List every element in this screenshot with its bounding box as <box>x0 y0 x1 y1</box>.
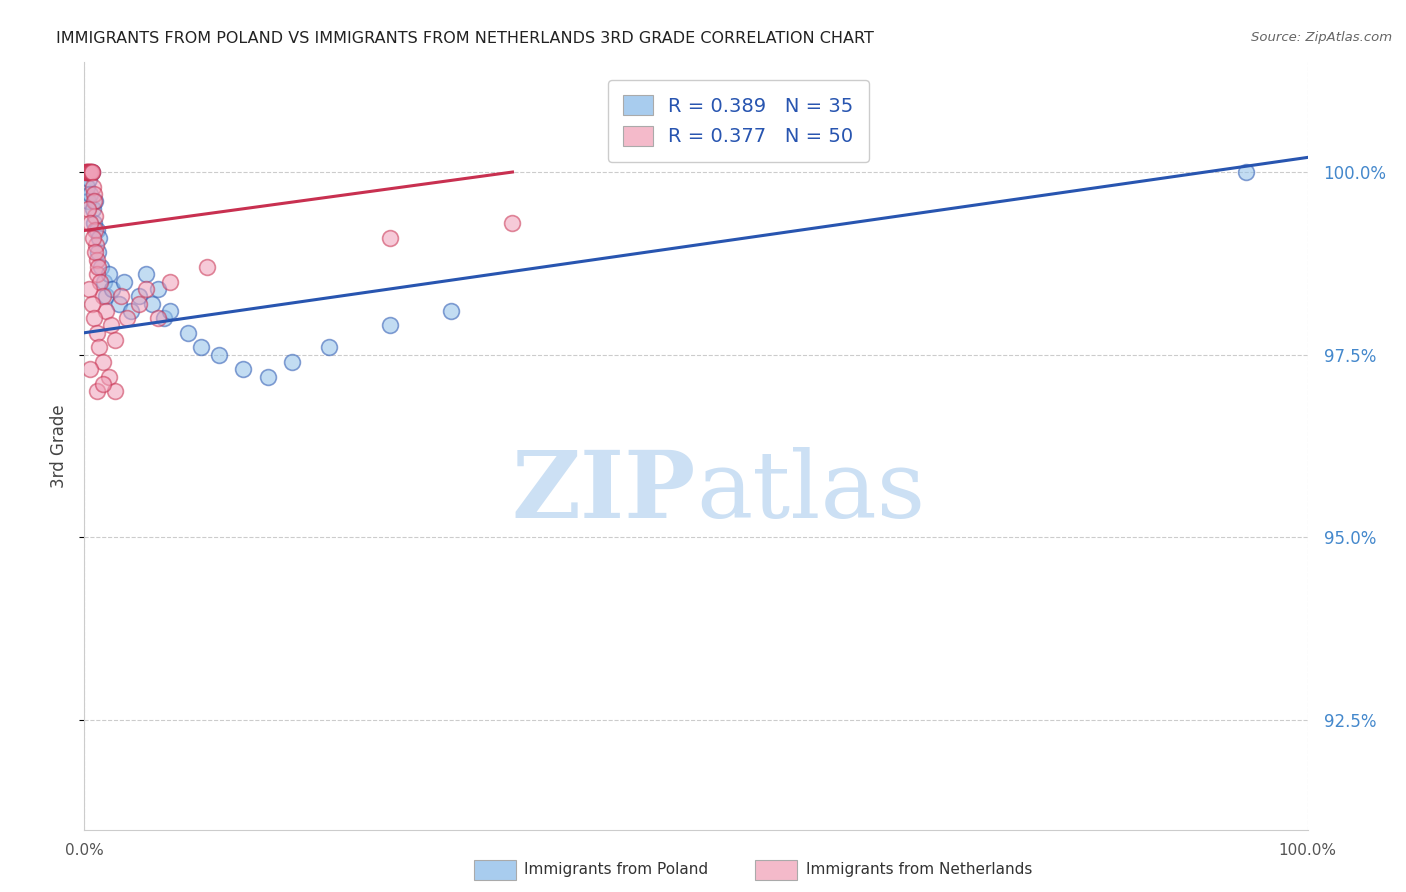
Point <box>318 340 340 354</box>
Point <box>82 231 104 245</box>
Text: Immigrants from Poland: Immigrants from Poland <box>524 863 709 877</box>
Point <box>232 362 254 376</box>
Point <box>86 384 108 399</box>
Point <box>208 348 231 362</box>
Text: Source: ZipAtlas.com: Source: ZipAtlas.com <box>1251 31 1392 45</box>
Point <box>97 268 120 282</box>
Point <box>146 311 169 326</box>
Point <box>87 231 110 245</box>
Point <box>153 311 176 326</box>
Point <box>107 296 129 310</box>
Point <box>380 318 402 333</box>
Point <box>77 165 100 179</box>
Point <box>84 194 107 209</box>
Point <box>89 275 111 289</box>
Point <box>76 179 98 194</box>
Point <box>86 326 108 340</box>
Point <box>84 245 107 260</box>
Point <box>83 209 105 223</box>
Point <box>80 165 103 179</box>
Text: Immigrants from Netherlands: Immigrants from Netherlands <box>806 863 1032 877</box>
Point <box>257 369 280 384</box>
Point <box>83 311 105 326</box>
Point <box>80 296 103 310</box>
Point <box>110 289 132 303</box>
Point <box>502 216 524 230</box>
Point <box>90 260 112 274</box>
Point <box>100 318 122 333</box>
Point <box>135 268 157 282</box>
Point <box>76 165 98 179</box>
Point <box>83 216 105 230</box>
Point <box>82 202 104 216</box>
Point <box>159 303 181 318</box>
Point <box>141 296 163 310</box>
Point <box>79 186 101 201</box>
Point <box>128 289 150 303</box>
Point <box>75 165 97 179</box>
Point <box>96 303 118 318</box>
Point <box>79 165 101 179</box>
Point <box>87 260 110 274</box>
Point <box>91 355 114 369</box>
Point <box>82 179 104 194</box>
Point <box>128 296 150 310</box>
Point <box>76 165 98 179</box>
Point <box>82 165 104 179</box>
Point <box>80 165 103 179</box>
Point <box>83 186 105 201</box>
Point <box>195 260 218 274</box>
Point <box>75 165 97 179</box>
Point <box>77 194 100 209</box>
Point <box>159 275 181 289</box>
Point <box>93 275 115 289</box>
Point <box>77 172 100 186</box>
Point <box>79 362 101 376</box>
Point <box>112 275 135 289</box>
Point <box>101 282 124 296</box>
Point <box>120 303 142 318</box>
Point <box>83 194 105 209</box>
Point <box>104 384 127 399</box>
Point <box>96 289 118 303</box>
Point <box>79 216 101 230</box>
Point <box>97 369 120 384</box>
Point <box>190 340 212 354</box>
Point <box>146 282 169 296</box>
Point <box>281 355 304 369</box>
Point <box>77 282 100 296</box>
Point <box>80 165 103 179</box>
Point <box>86 268 108 282</box>
Point <box>77 202 100 216</box>
Legend: R = 0.389   N = 35, R = 0.377   N = 50: R = 0.389 N = 35, R = 0.377 N = 50 <box>607 79 869 161</box>
Text: atlas: atlas <box>696 447 925 537</box>
Text: ZIP: ZIP <box>512 447 696 537</box>
Point <box>135 282 157 296</box>
Point <box>87 340 110 354</box>
Point <box>104 333 127 347</box>
Point <box>86 252 108 267</box>
Point <box>91 376 114 391</box>
Point <box>79 165 101 179</box>
Point <box>91 289 114 303</box>
Y-axis label: 3rd Grade: 3rd Grade <box>51 404 69 488</box>
Point <box>84 238 107 252</box>
Point <box>77 165 100 179</box>
Text: IMMIGRANTS FROM POLAND VS IMMIGRANTS FROM NETHERLANDS 3RD GRADE CORRELATION CHAR: IMMIGRANTS FROM POLAND VS IMMIGRANTS FRO… <box>56 31 875 46</box>
Point <box>87 245 110 260</box>
Point <box>84 223 107 237</box>
Point <box>177 326 200 340</box>
Point <box>77 165 100 179</box>
Point <box>86 223 108 237</box>
Point <box>115 311 138 326</box>
Point <box>380 231 402 245</box>
Point <box>1236 165 1258 179</box>
Point <box>440 303 463 318</box>
